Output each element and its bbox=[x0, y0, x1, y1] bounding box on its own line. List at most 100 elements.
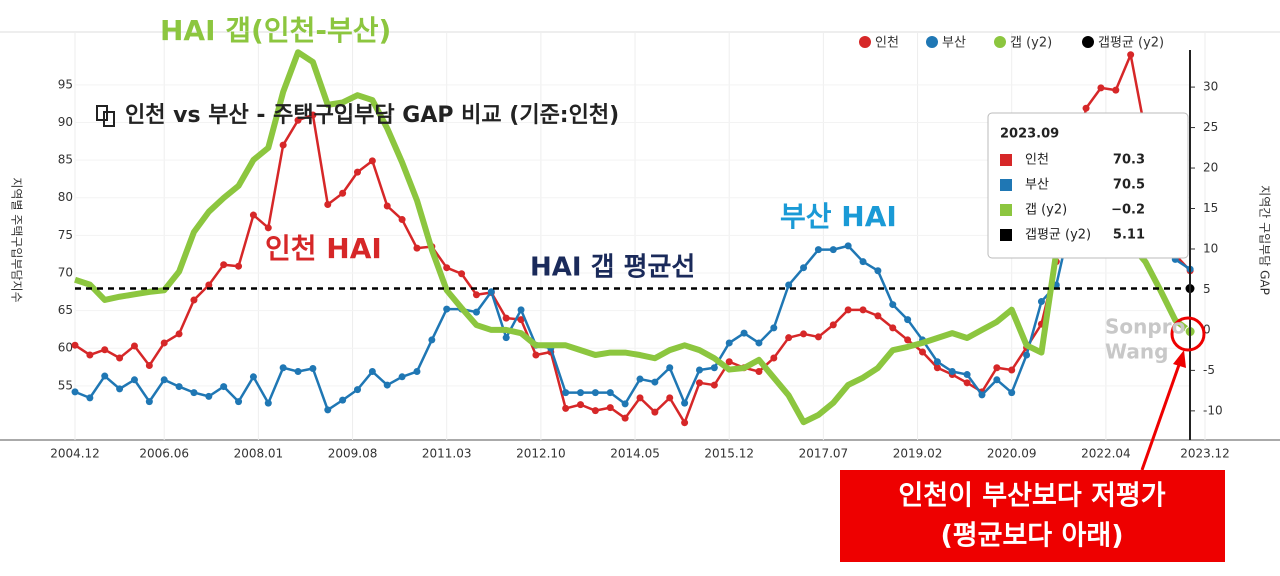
point bbox=[354, 168, 361, 176]
point bbox=[993, 364, 1001, 372]
point bbox=[294, 368, 302, 376]
callout-box bbox=[840, 470, 1225, 562]
point bbox=[517, 316, 525, 324]
point bbox=[606, 389, 614, 397]
legend-marker bbox=[1082, 36, 1094, 48]
point bbox=[205, 281, 213, 289]
y-tick-label: 70 bbox=[58, 265, 73, 279]
point bbox=[458, 270, 466, 278]
point bbox=[844, 306, 852, 314]
series-line bbox=[74, 133, 1191, 412]
point bbox=[710, 381, 718, 389]
point bbox=[636, 375, 644, 383]
point bbox=[695, 379, 703, 387]
point bbox=[116, 354, 124, 362]
x-tick-label: 2022.04 bbox=[1081, 447, 1131, 461]
tooltip-value: 70.5 bbox=[1113, 178, 1145, 193]
point bbox=[829, 246, 837, 254]
point bbox=[919, 348, 926, 356]
y-tick-label: 60 bbox=[58, 341, 73, 355]
point bbox=[844, 242, 852, 250]
point bbox=[339, 396, 347, 404]
point bbox=[235, 262, 243, 270]
chart-title: 인천 vs 부산 - 주택구입부담 GAP 비교 (기준:인천) bbox=[125, 103, 619, 128]
y-tick-label: 80 bbox=[58, 190, 73, 204]
y2-axis-label: 지역간 구입부담 GAP bbox=[1258, 185, 1272, 295]
point bbox=[249, 373, 257, 381]
x-tick-label: 2017.07 bbox=[799, 447, 849, 461]
series-line bbox=[74, 53, 1192, 424]
point bbox=[755, 339, 763, 347]
point bbox=[770, 354, 778, 362]
point bbox=[101, 346, 109, 354]
point bbox=[324, 406, 332, 414]
point bbox=[487, 288, 495, 296]
legend-label: 부산 bbox=[942, 36, 966, 51]
annotation: 부산 HAI bbox=[780, 200, 897, 233]
point bbox=[993, 376, 1001, 384]
point bbox=[130, 376, 138, 384]
point bbox=[324, 201, 332, 209]
tooltip-swatch bbox=[1000, 204, 1012, 216]
point bbox=[666, 394, 674, 402]
point bbox=[160, 339, 168, 347]
point bbox=[725, 339, 733, 347]
point bbox=[577, 389, 585, 397]
legend-marker bbox=[859, 36, 871, 48]
legend-label: 갭평균 (y2) bbox=[1098, 36, 1164, 51]
y-tick-label: 75 bbox=[58, 228, 73, 242]
point bbox=[116, 385, 124, 393]
point bbox=[443, 264, 451, 272]
x-tick-label: 2023.12 bbox=[1180, 447, 1230, 461]
tooltip-swatch bbox=[1000, 179, 1012, 191]
point bbox=[472, 308, 480, 316]
point bbox=[591, 407, 599, 415]
point bbox=[859, 306, 867, 314]
y2-tick-label: 0 bbox=[1203, 322, 1211, 336]
legend-marker bbox=[994, 36, 1006, 48]
x-tick-label: 2015.12 bbox=[704, 447, 754, 461]
point bbox=[413, 244, 421, 252]
y2-tick-label: 5 bbox=[1203, 282, 1211, 296]
point bbox=[963, 379, 971, 387]
point bbox=[86, 351, 94, 359]
annotation: HAI 갭(인천-부산) bbox=[160, 14, 391, 47]
point bbox=[904, 336, 912, 344]
tooltip-name: 갭평균 (y2) bbox=[1025, 228, 1091, 243]
annotation: 인천 HAI bbox=[265, 232, 382, 265]
callout-text: 인천이 부산보다 저평가 bbox=[898, 481, 1165, 512]
point bbox=[1023, 351, 1031, 359]
annotation: HAI 갭 평균선 bbox=[530, 253, 695, 283]
point bbox=[279, 364, 287, 372]
y2-tick-label: 25 bbox=[1203, 120, 1218, 134]
point bbox=[472, 291, 480, 299]
x-tick-label: 2020.09 bbox=[987, 447, 1037, 461]
tooltip-name: 인천 bbox=[1025, 153, 1049, 168]
point bbox=[309, 365, 317, 373]
point bbox=[309, 111, 317, 119]
point bbox=[1112, 86, 1120, 94]
callout-text: (평균보다 아래) bbox=[940, 521, 1123, 552]
point bbox=[933, 358, 941, 366]
point bbox=[725, 358, 733, 366]
point bbox=[666, 364, 674, 372]
y2-tick-label: 15 bbox=[1203, 201, 1218, 215]
point bbox=[710, 364, 718, 372]
point bbox=[651, 408, 659, 416]
point bbox=[889, 301, 897, 309]
callout-arrow bbox=[1140, 361, 1182, 471]
point bbox=[785, 334, 793, 342]
point bbox=[368, 157, 376, 165]
tooltip-value: −0.2 bbox=[1111, 203, 1145, 218]
point bbox=[294, 116, 302, 124]
point bbox=[145, 362, 153, 370]
point bbox=[933, 364, 941, 372]
x-tick-label: 2014.05 bbox=[610, 447, 660, 461]
point bbox=[755, 368, 763, 376]
point bbox=[175, 383, 183, 391]
tooltip-value: 70.3 bbox=[1113, 153, 1145, 168]
point bbox=[354, 386, 361, 394]
tooltip-swatch bbox=[1000, 154, 1012, 166]
legend-label: 갭 (y2) bbox=[1010, 36, 1052, 51]
legend-label: 인천 bbox=[875, 36, 899, 51]
